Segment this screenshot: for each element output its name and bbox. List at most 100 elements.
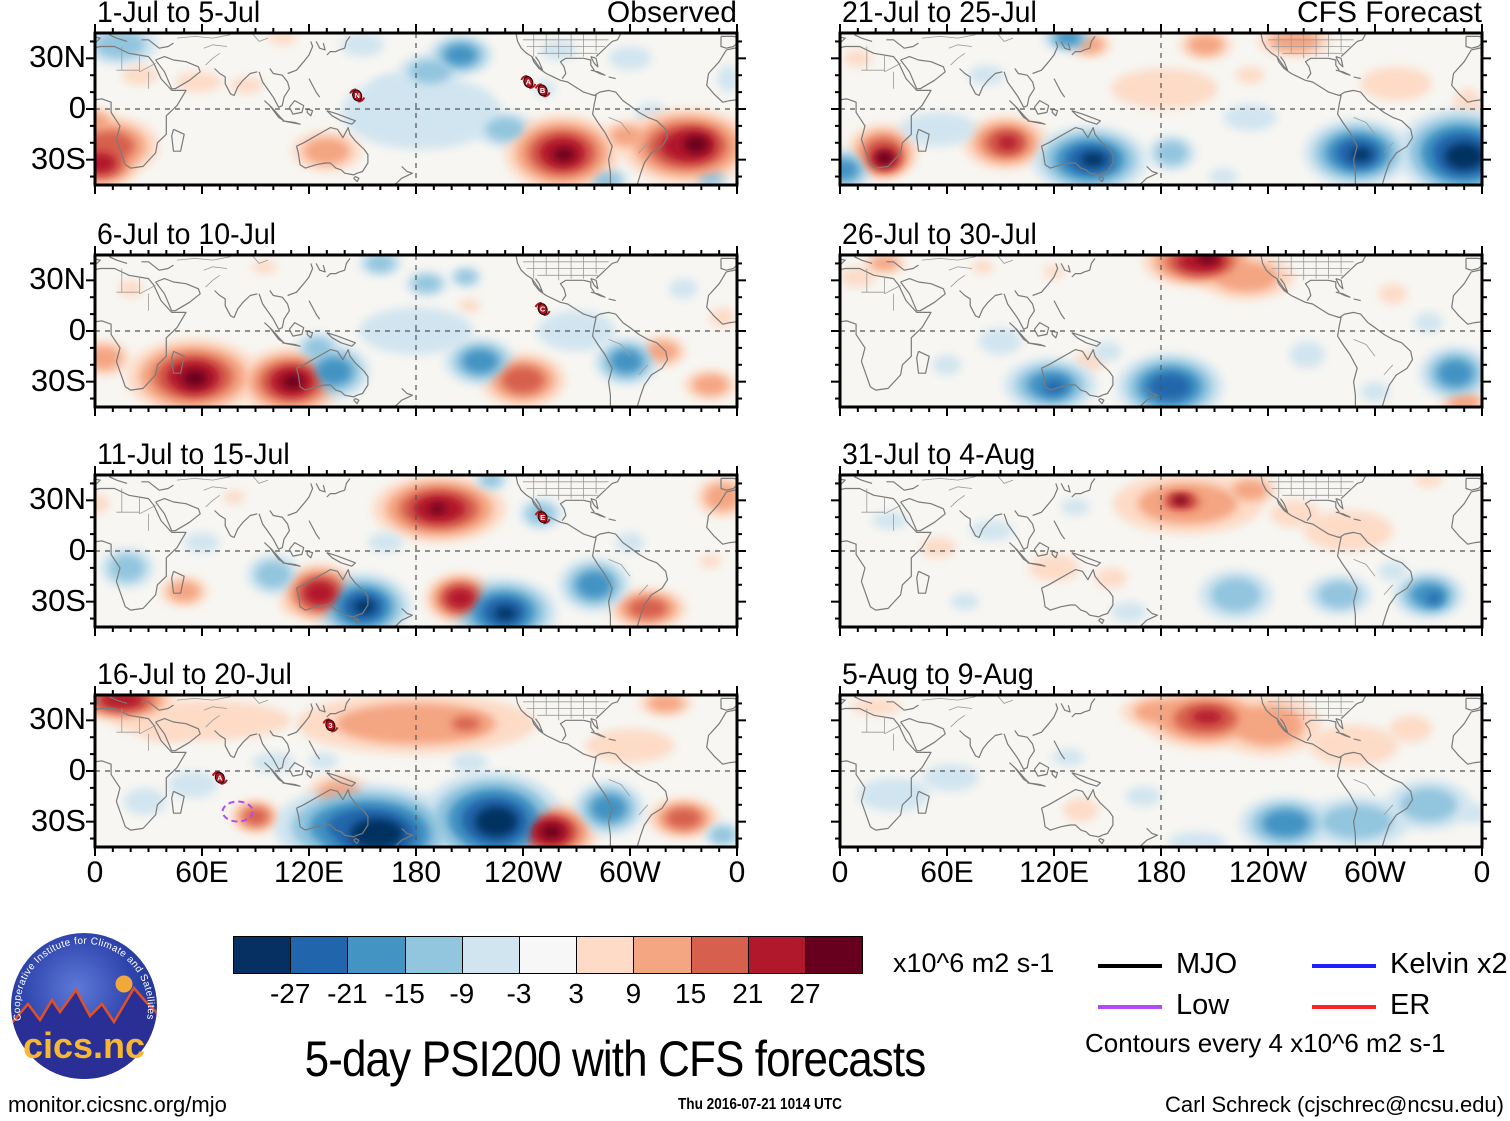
storm-marker: N	[349, 88, 366, 103]
colorbar-tick-label: 15	[675, 978, 707, 1009]
colorbar-cell	[747, 936, 806, 974]
legend-label: Kelvin x2	[1390, 948, 1508, 980]
storm-marker: A	[520, 74, 537, 89]
map	[831, 686, 1491, 856]
x-axis-label: 120W	[483, 856, 563, 889]
colorbar-tick-label: 9	[625, 978, 642, 1009]
figure-title: 5-day PSI200 with CFS forecasts	[304, 1031, 927, 1087]
x-axis-label: 0	[728, 856, 746, 889]
map: C	[86, 246, 746, 416]
y-axis-label: 30S	[30, 140, 86, 176]
map-panel	[831, 686, 1491, 856]
legend-line	[1098, 964, 1162, 968]
panel-title: 6-Jul to 10-Jul	[97, 218, 277, 251]
panel-title: 11-Jul to 15-Jul	[97, 438, 290, 471]
x-axis-label: 60E	[920, 856, 974, 889]
map	[831, 246, 1491, 416]
colorbar-cell	[690, 936, 749, 974]
colorbar-tick-label: -15	[384, 978, 425, 1009]
logo-sun	[115, 975, 133, 993]
panel-title: 21-Jul to 25-Jul	[842, 0, 1037, 29]
legend-line	[1312, 964, 1376, 968]
colorbar-tick-label: 3	[568, 978, 584, 1009]
colorbar-tick-label: 21	[732, 978, 764, 1009]
x-axis-label: 60W	[1344, 856, 1406, 889]
svg-text:N: N	[354, 91, 359, 100]
colorbar-tick-label: 27	[789, 978, 821, 1009]
colorbar-units: x10^6 m2 s-1	[893, 948, 1055, 978]
cicsnc-logo: cics.nc Cooperative Institute for Climat…	[11, 933, 157, 1079]
svg-text:E: E	[540, 513, 545, 522]
colorbar-cell	[233, 936, 292, 974]
svg-text:3: 3	[328, 721, 332, 730]
footer-author: Carl Schreck (cjschrec@ncsu.edu)	[1165, 1092, 1504, 1117]
panel-corner-label: CFS Forecast	[1296, 0, 1482, 29]
y-axis-label: 0	[68, 90, 86, 125]
legend-label: Low	[1176, 989, 1230, 1021]
map: N AB	[86, 24, 746, 194]
panel-title: 26-Jul to 30-Jul	[842, 218, 1037, 251]
x-axis-label: 120E	[273, 856, 345, 889]
map-panel: E	[86, 466, 746, 636]
colorbar-cell	[461, 936, 520, 974]
colorbar-cell	[347, 936, 406, 974]
map-panel	[831, 466, 1491, 636]
storm-marker: 3	[322, 718, 339, 733]
panel-title: 5-Aug to 9-Aug	[842, 658, 1034, 691]
colorbar-tick-label: -3	[506, 978, 532, 1009]
svg-text:A: A	[217, 773, 223, 782]
colorbar-cell	[290, 936, 349, 974]
colorbar-cell	[633, 936, 692, 974]
colorbar-tick-label: -21	[327, 978, 368, 1009]
colorbar-cell	[519, 936, 578, 974]
legend-line	[1098, 1005, 1162, 1009]
map-panel	[831, 246, 1491, 416]
panel-title: 31-Jul to 4-Aug	[842, 438, 1036, 471]
x-axis-label: 180	[1135, 856, 1187, 889]
colorbar-cell	[404, 936, 463, 974]
storm-marker: A	[211, 770, 228, 785]
panel-corner-label: Observed	[606, 0, 737, 29]
x-axis-label: 0	[1473, 856, 1491, 889]
storm-marker: E	[534, 510, 551, 525]
footer-url: monitor.cicsnc.org/mjo	[8, 1092, 227, 1117]
logo-text: cics.nc	[23, 1025, 145, 1066]
map-panel: C	[86, 246, 746, 416]
map	[831, 24, 1491, 194]
legend-label: MJO	[1176, 948, 1238, 980]
x-axis-label: 180	[390, 856, 442, 889]
y-axis-label: 0	[68, 752, 86, 787]
y-axis-label: 30S	[30, 802, 86, 838]
y-axis-label: 30N	[29, 481, 86, 517]
x-axis-label: 60E	[175, 856, 229, 889]
y-axis-label: 0	[68, 312, 86, 347]
y-axis-label: 30N	[29, 39, 86, 75]
y-axis-label: 30S	[30, 582, 86, 618]
legend-line	[1312, 1005, 1376, 1009]
y-axis-label: 30S	[30, 362, 86, 398]
colorbar-tick-label: -9	[449, 978, 475, 1009]
legend-note: Contours every 4 x10^6 m2 s-1	[1085, 1028, 1446, 1058]
storm-marker: B	[534, 83, 551, 98]
y-axis-label: 0	[68, 532, 86, 567]
svg-text:B: B	[540, 86, 546, 95]
x-axis-label: 60W	[599, 856, 661, 889]
footer-timestamp: Thu 2016-07-21 1014 UTC	[677, 1096, 843, 1113]
colorbar-cell	[576, 936, 635, 974]
legend-label: ER	[1390, 989, 1431, 1021]
logo-mountains	[11, 985, 157, 1079]
svg-text:C: C	[540, 305, 546, 314]
y-axis-label: 30N	[29, 261, 86, 297]
x-axis-label: 0	[86, 856, 104, 889]
panel-title: 1-Jul to 5-Jul	[97, 0, 261, 29]
map: 3A	[86, 686, 746, 856]
colorbar-tick-label: -27	[269, 978, 311, 1009]
x-axis-label: 120W	[1228, 856, 1308, 889]
storm-marker: C	[534, 302, 551, 317]
panel-title: 16-Jul to 20-Jul	[97, 658, 292, 691]
colorbar-cell	[805, 936, 864, 974]
x-axis-label: 120E	[1018, 856, 1090, 889]
